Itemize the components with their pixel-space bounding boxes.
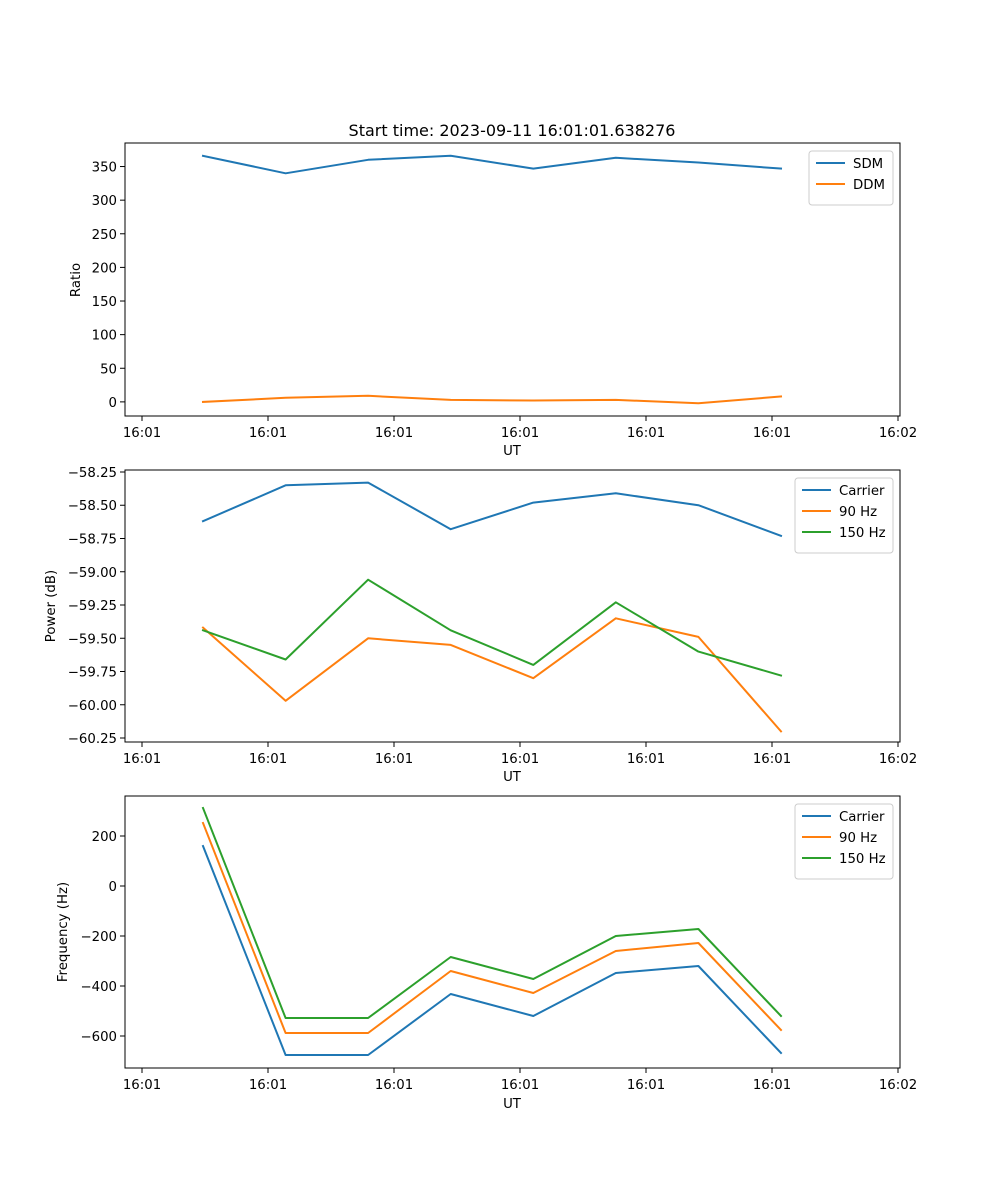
chart-title: Start time: 2023-09-11 16:01:01.638276 [349, 121, 676, 140]
y-tick-label: −59.00 [68, 566, 117, 581]
legend-entry-label: 90 Hz [839, 831, 877, 846]
x-tick-label: 16:02 [879, 426, 917, 441]
y-tick-label: 350 [92, 161, 117, 176]
y-tick-label: 50 [100, 362, 117, 377]
legend-entry-label: DDM [853, 178, 885, 193]
x-tick-label: 16:01 [501, 752, 539, 767]
y-axis-label: Power (dB) [44, 570, 59, 642]
y-tick-label: −59.75 [68, 666, 117, 681]
frequency-plot-area: 16:01 16:01 16:01 16:01 16:01 16:01 16:02 200 0 −… [80, 795, 917, 1093]
y-tick-label: −58.25 [68, 466, 117, 481]
y-tick-label: −200 [80, 930, 117, 945]
y-tick-label: −600 [80, 1030, 117, 1045]
series-line-sdm [201, 154, 783, 175]
x-tick-label: 16:01 [375, 752, 413, 767]
legend-entry-label: 150 Hz [839, 526, 886, 541]
x-tick-label: 16:01 [123, 1078, 161, 1093]
y-tick-label: 0 [109, 880, 117, 895]
y-tick-label: 150 [92, 295, 117, 310]
x-tick-label: 16:01 [753, 426, 791, 441]
x-tick-label: 16:01 [249, 1078, 287, 1093]
series-line-ddm [201, 394, 783, 405]
axes-frame [124, 795, 901, 1069]
x-tick-label: 16:01 [753, 1078, 791, 1093]
x-axis-label: UT [503, 444, 522, 459]
x-tick-label: 16:01 [249, 426, 287, 441]
legend-entry-label: SDM [853, 157, 883, 172]
y-tick-label: 300 [92, 194, 117, 209]
y-tick-label: 100 [92, 329, 117, 344]
x-axis-label: UT [503, 1097, 522, 1112]
y-tick-label: −60.25 [68, 732, 117, 747]
x-tick-label: 16:01 [627, 1078, 665, 1093]
x-tick-label: 16:01 [123, 426, 161, 441]
series-line-150-hz [201, 806, 783, 1019]
x-tick-label: 16:01 [627, 426, 665, 441]
y-tick-label: −60.00 [68, 699, 117, 714]
axes-frame [124, 142, 901, 417]
power-panel: 16:01 16:01 16:01 16:01 16:01 16:01 16:02 −58.2… [44, 466, 917, 785]
y-tick-label: −59.50 [68, 632, 117, 647]
legend-box [794, 803, 894, 880]
series-line-carrier [201, 844, 783, 1056]
x-tick-label: 16:01 [249, 752, 287, 767]
legend-entry-label: 150 Hz [839, 852, 886, 867]
y-axis-label: Frequency (Hz) [56, 882, 71, 982]
y-tick-label: 200 [92, 830, 117, 845]
x-tick-label: 16:01 [753, 752, 791, 767]
y-tick-label: 250 [92, 228, 117, 243]
x-tick-label: 16:01 [501, 426, 539, 441]
x-tick-label: 16:01 [375, 1078, 413, 1093]
y-tick-label: 0 [109, 396, 117, 411]
ratio-plot-area: 16:01 16:01 16:01 16:01 16:01 16:01 16:02 0 50 10… [92, 142, 917, 441]
x-tick-label: 16:02 [879, 752, 917, 767]
x-axis-label: UT [503, 770, 522, 785]
x-tick-label: 16:01 [375, 426, 413, 441]
legend: Carrier 90 Hz 150 Hz [794, 477, 894, 554]
y-tick-label: −58.50 [68, 499, 117, 514]
legend: SDM DDM [808, 150, 894, 206]
x-tick-label: 16:01 [123, 752, 161, 767]
legend: Carrier 90 Hz 150 Hz [794, 803, 894, 880]
axes-frame [124, 469, 901, 743]
y-tick-label: 200 [92, 261, 117, 276]
frequency-panel: 16:01 16:01 16:01 16:01 16:01 16:01 16:02 200 0 −… [56, 795, 917, 1112]
series-line-90-hz [201, 617, 783, 733]
series-line-carrier [201, 481, 783, 538]
ratio-panel: Start time: 2023-09-11 16:01:01.638276 1… [69, 121, 917, 459]
y-tick-label: −59.25 [68, 599, 117, 614]
legend-entry-label: 90 Hz [839, 505, 877, 520]
legend-entry-label: Carrier [839, 484, 885, 499]
legend-box [794, 477, 894, 554]
y-axis-label: Ratio [69, 263, 84, 297]
power-plot-area: 16:01 16:01 16:01 16:01 16:01 16:01 16:02 −58.2… [68, 466, 917, 767]
legend-entry-label: Carrier [839, 810, 885, 825]
y-tick-label: −58.75 [68, 532, 117, 547]
series-line-150-hz [201, 578, 783, 677]
x-tick-label: 16:01 [501, 1078, 539, 1093]
series-line-90-hz [201, 821, 783, 1034]
x-tick-label: 16:01 [627, 752, 665, 767]
x-tick-label: 16:02 [879, 1078, 917, 1093]
y-tick-label: −400 [80, 980, 117, 995]
legend-box [808, 150, 894, 206]
